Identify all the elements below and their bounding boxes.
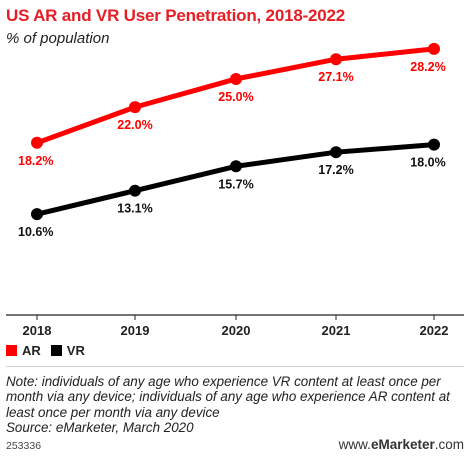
legend-label-ar: AR <box>22 343 41 358</box>
point-vr-2018 <box>31 208 43 221</box>
point-ar-2018 <box>31 136 43 149</box>
point-vr-2022 <box>428 138 440 151</box>
point-ar-2019 <box>129 101 141 114</box>
data-label-vr-2021: 17.2% <box>318 163 353 177</box>
x-tick-label-2019: 2019 <box>121 323 150 338</box>
brand-url[interactable]: www.eMarketer.com <box>339 437 464 452</box>
chart-id: 253336 <box>6 440 42 452</box>
point-vr-2019 <box>129 184 141 197</box>
legend-label-vr: VR <box>66 343 85 358</box>
data-label-vr-2019: 13.1% <box>117 202 152 216</box>
x-tick-label-2020: 2020 <box>222 323 251 338</box>
point-vr-2021 <box>330 146 342 159</box>
data-label-vr-2022: 18.0% <box>410 156 445 170</box>
chart-source: Source: eMarketer, March 2020 <box>6 419 194 435</box>
footer-notes: Note: individuals of any age who experie… <box>6 374 464 435</box>
data-label-vr-2020: 15.7% <box>218 177 253 191</box>
data-label-vr-2018: 10.6% <box>18 225 53 239</box>
chart-subtitle: % of population <box>6 30 110 47</box>
point-vr-2020 <box>230 160 242 173</box>
brand-suffix: .com <box>434 437 464 452</box>
chart-note: Note: individuals of any age who experie… <box>6 374 450 420</box>
x-tick-label-2021: 2021 <box>322 323 351 338</box>
legend: AR VR <box>6 343 95 358</box>
point-ar-2021 <box>330 53 342 66</box>
data-label-ar-2020: 25.0% <box>218 90 253 104</box>
legend-item-ar: AR <box>6 343 41 358</box>
point-ar-2022 <box>428 42 440 55</box>
data-label-ar-2022: 28.2% <box>410 60 445 74</box>
chart-title: US AR and VR User Penetration, 2018-2022 <box>6 6 346 25</box>
x-tick-label-2022: 2022 <box>420 323 449 338</box>
legend-swatch-ar <box>6 345 17 356</box>
data-label-ar-2018: 18.2% <box>18 154 53 168</box>
line-chart: 2018 2019 2020 2021 2022 18.2% 22.0% 25.0% 27.1%… <box>6 42 464 338</box>
footer-divider <box>6 366 464 367</box>
point-ar-2020 <box>230 72 242 85</box>
brand-prefix: www. <box>338 437 371 452</box>
data-label-ar-2021: 27.1% <box>318 70 353 84</box>
x-tick-label-2018: 2018 <box>23 323 52 338</box>
legend-item-vr: VR <box>50 343 85 358</box>
data-label-ar-2019: 22.0% <box>117 118 152 132</box>
brand-name: eMarketer <box>370 437 435 452</box>
legend-swatch-vr <box>50 345 62 356</box>
